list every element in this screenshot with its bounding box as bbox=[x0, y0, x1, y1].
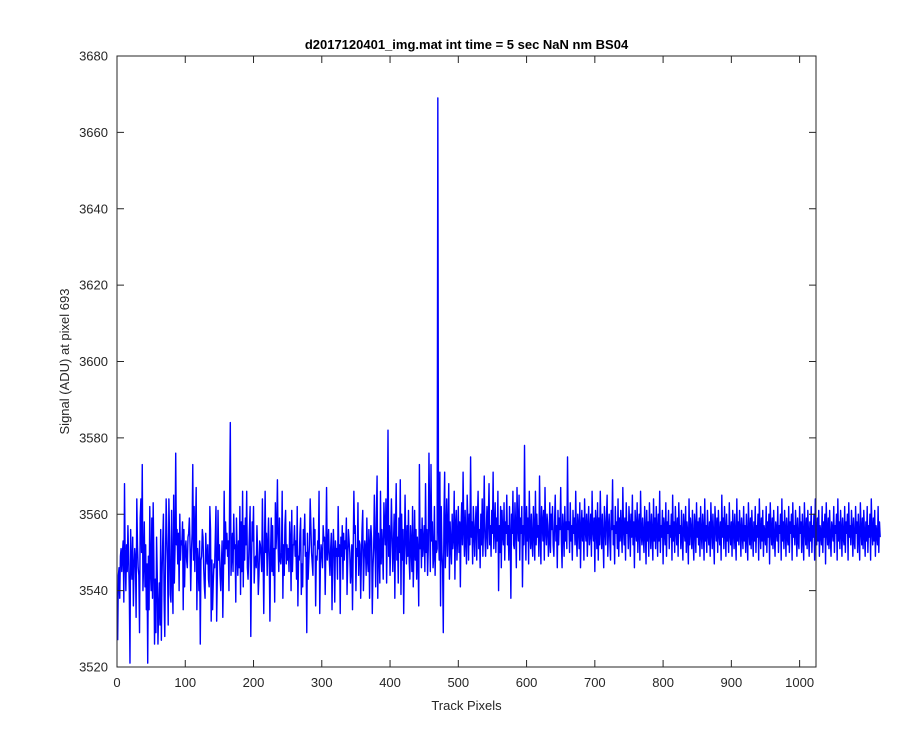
y-tick-label: 3660 bbox=[79, 125, 108, 140]
x-tick-label: 100 bbox=[174, 675, 196, 690]
y-tick-label: 3520 bbox=[79, 660, 108, 675]
x-tick-label: 600 bbox=[516, 675, 538, 690]
y-tick-label: 3640 bbox=[79, 201, 108, 216]
x-tick-label: 200 bbox=[243, 675, 265, 690]
y-tick-label: 3620 bbox=[79, 278, 108, 293]
x-tick-label: 0 bbox=[113, 675, 120, 690]
tick-layer: 0 100 200 300 400 500 600 700 800 900 1000 3520 3540… bbox=[79, 49, 816, 690]
plot-frame bbox=[116, 55, 817, 668]
series-layer bbox=[116, 97, 881, 664]
x-tick-label: 500 bbox=[447, 675, 469, 690]
x-axis-label: Track Pixels bbox=[431, 698, 502, 713]
y-axis-label: Signal (ADU) at pixel 693 bbox=[57, 289, 72, 435]
x-tick-label: 800 bbox=[652, 675, 674, 690]
series-line-0 bbox=[116, 97, 881, 664]
y-tick-label: 3540 bbox=[79, 583, 108, 598]
x-tick-label: 900 bbox=[721, 675, 743, 690]
x-tick-label: 300 bbox=[311, 675, 333, 690]
y-tick-label: 3560 bbox=[79, 507, 108, 522]
x-tick-label: 1000 bbox=[785, 675, 814, 690]
x-tick-label: 400 bbox=[379, 675, 401, 690]
x-tick-label: 700 bbox=[584, 675, 606, 690]
y-tick-label: 3680 bbox=[79, 49, 108, 64]
chart-title: d2017120401_img.mat int time = 5 sec NaN… bbox=[305, 37, 629, 52]
y-tick-label: 3580 bbox=[79, 430, 108, 445]
y-tick-label: 3600 bbox=[79, 354, 108, 369]
